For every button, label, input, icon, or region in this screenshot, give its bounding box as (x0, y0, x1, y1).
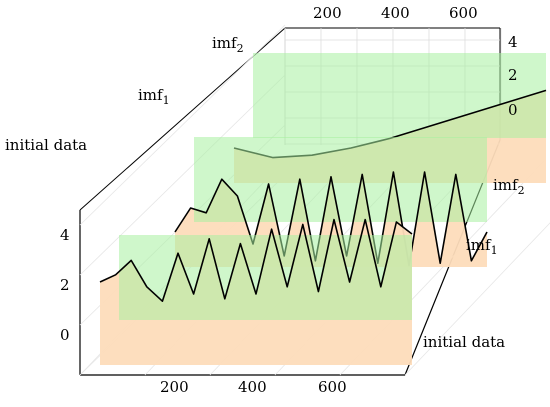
series-label-left-imf1: imf1 (138, 86, 170, 107)
highlight-band-0 (119, 235, 412, 320)
series-label-left-imf1-subscript: 1 (163, 94, 170, 107)
z-tick-label-back-1: 2 (508, 66, 518, 84)
x-tick-label-top-0: 200 (313, 4, 342, 22)
z-tick-label-back-0: 0 (508, 101, 518, 119)
series-label-left-initial-data: initial data (5, 136, 87, 154)
series-label-right-imf1-subscript: 1 (491, 244, 498, 257)
series-label-right-imf1: imf1 (466, 236, 498, 257)
series-label-right-imf2-subscript: 2 (518, 184, 525, 197)
x-tick-label-bottom-2: 600 (318, 378, 347, 396)
left-grid-line (79, 74, 286, 276)
x-tick-label-top-2: 600 (449, 4, 478, 22)
series-label-right-imf2: imf2 (493, 176, 525, 197)
floor-grid-line (404, 222, 550, 376)
series-label-left-imf2: imf2 (212, 34, 244, 55)
z-tick-label-front-0: 0 (60, 326, 70, 344)
highlight-band-2 (253, 53, 546, 138)
series-group-0 (99, 218, 413, 365)
series-group-1 (174, 137, 488, 267)
series-line-1 (174, 171, 488, 267)
series-label-right-initial-data: initial data (423, 333, 505, 351)
z-tick-label-front-2: 4 (60, 226, 70, 244)
series-line-0 (99, 218, 413, 302)
x-tick-label-bottom-0: 200 (160, 378, 189, 396)
z-tick-label-front-1: 2 (60, 276, 70, 294)
highlight-band-1 (194, 137, 487, 222)
x-tick-label-top-1: 400 (381, 4, 410, 22)
z-tick-label-back-2: 4 (508, 33, 518, 51)
x-tick-label-bottom-1: 400 (238, 378, 267, 396)
series-label-left-imf2-subscript: 2 (237, 42, 244, 55)
left-grid-line (79, 24, 286, 226)
